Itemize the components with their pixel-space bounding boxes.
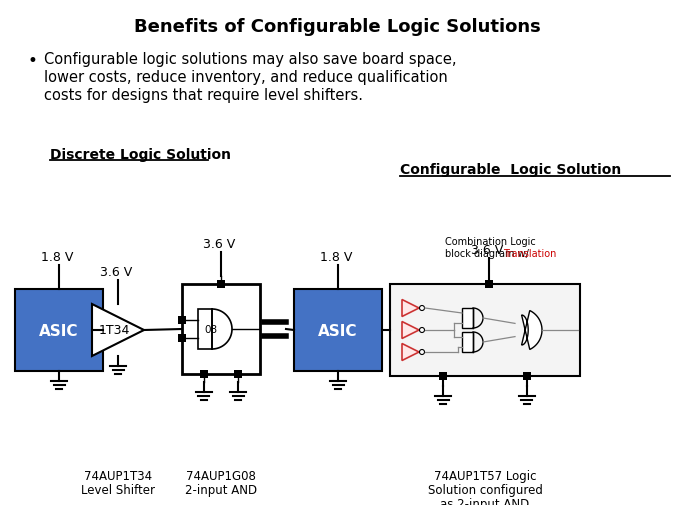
FancyBboxPatch shape (182, 284, 260, 374)
Text: block diagram w/: block diagram w/ (445, 248, 529, 259)
Text: Solution configured: Solution configured (427, 483, 543, 496)
Text: 1.8 V: 1.8 V (41, 250, 73, 264)
Text: 1.8 V: 1.8 V (320, 250, 353, 264)
FancyBboxPatch shape (462, 332, 473, 352)
FancyBboxPatch shape (390, 284, 580, 376)
FancyBboxPatch shape (178, 317, 186, 325)
FancyBboxPatch shape (439, 372, 448, 380)
Text: 74AUP1G08: 74AUP1G08 (186, 469, 256, 482)
Circle shape (419, 306, 425, 311)
Text: 3.6 V: 3.6 V (100, 266, 132, 278)
Text: ASIC: ASIC (39, 323, 79, 338)
Polygon shape (92, 305, 144, 357)
Polygon shape (522, 311, 542, 350)
FancyBboxPatch shape (485, 280, 493, 288)
Text: 1T34: 1T34 (98, 324, 129, 337)
FancyBboxPatch shape (294, 289, 382, 371)
Polygon shape (402, 344, 419, 361)
FancyBboxPatch shape (200, 370, 208, 378)
Circle shape (419, 328, 425, 333)
Text: lower costs, reduce inventory, and reduce qualification: lower costs, reduce inventory, and reduc… (44, 70, 448, 85)
FancyBboxPatch shape (178, 334, 186, 342)
Text: ASIC: ASIC (318, 323, 358, 338)
FancyBboxPatch shape (462, 309, 473, 328)
Text: Discrete Logic Solution: Discrete Logic Solution (50, 147, 231, 162)
Text: 08: 08 (204, 324, 218, 334)
Text: 3.6 V: 3.6 V (203, 237, 235, 250)
FancyBboxPatch shape (15, 289, 103, 371)
FancyBboxPatch shape (234, 370, 242, 378)
Text: •: • (28, 52, 38, 70)
FancyBboxPatch shape (217, 280, 225, 288)
Text: Combination Logic: Combination Logic (445, 236, 536, 246)
FancyBboxPatch shape (198, 310, 212, 349)
Text: Translation: Translation (503, 248, 556, 259)
Text: Configurable  Logic Solution: Configurable Logic Solution (400, 163, 621, 177)
Text: Benefits of Configurable Logic Solutions: Benefits of Configurable Logic Solutions (133, 18, 541, 36)
Text: as 2-input AND: as 2-input AND (440, 497, 530, 505)
Text: 74AUP1T34: 74AUP1T34 (84, 469, 152, 482)
Text: Configurable logic solutions may also save board space,: Configurable logic solutions may also sa… (44, 52, 456, 67)
Text: 74AUP1T57 Logic: 74AUP1T57 Logic (434, 469, 537, 482)
Polygon shape (402, 322, 419, 339)
Text: 2-input AND: 2-input AND (185, 483, 257, 496)
Text: Level Shifter: Level Shifter (81, 483, 155, 496)
FancyBboxPatch shape (523, 372, 531, 380)
Circle shape (419, 350, 425, 355)
Text: costs for designs that require level shifters.: costs for designs that require level shi… (44, 88, 363, 103)
Polygon shape (402, 300, 419, 317)
Text: 3.6 V: 3.6 V (471, 243, 503, 257)
